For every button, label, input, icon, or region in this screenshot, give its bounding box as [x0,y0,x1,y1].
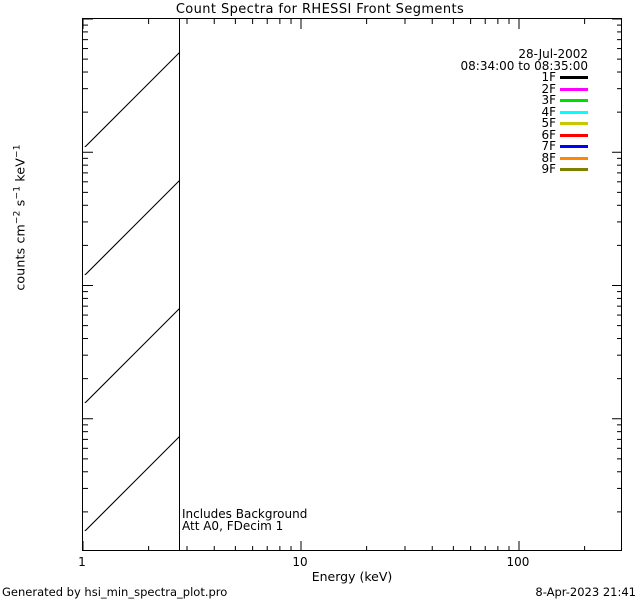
legend-item-5f[interactable]: 5F [461,116,588,130]
legend-item-8f[interactable]: 8F [461,150,588,165]
legend-label-6f: 6F [541,127,556,142]
chart-title: Count Spectra for RHESSI Front Segments [175,2,465,17]
x-tick-label: 1 [78,555,86,569]
legend-label-2f: 2F [541,81,556,96]
legend-swatch-7f [560,145,588,149]
legend-swatch-2f [560,87,588,91]
legend-label-3f: 3F [541,93,556,107]
legend-swatch-8f [560,156,588,160]
legend-label-7f: 7F [541,139,556,153]
legend-item-9f[interactable]: 9F [461,162,588,176]
legend-item-6f[interactable]: 6F [461,127,588,142]
legend-swatch-3f [560,99,588,103]
x-axis-label: Energy (keV) [311,569,393,584]
legend-label-9f: 9F [541,162,556,176]
hatch-region-edge [178,19,180,550]
footer-timestamp: 8-Apr-2023 21:41 [535,585,636,599]
y-axis-label: counts cm−2 s−1 keV−1 [12,144,28,291]
legend-swatch-4f [560,110,588,114]
legend-item-2f[interactable]: 2F [461,81,588,96]
legend: 28-Jul-2002 08:34:00 to 08:35:00 1F 2F 3… [460,47,588,176]
x-tick-label: 100 [506,555,530,569]
axis-ticks [82,18,622,551]
annotation-attenuator: Att A0, FDecim 1 [182,519,284,533]
legend-time-range: 08:34:00 to 08:35:00 [460,58,588,73]
x-tick-label: 10 [292,555,308,569]
legend-swatch-5f [560,122,588,126]
legend-swatch-6f [560,133,588,137]
legend-label-1f: 1F [541,70,556,84]
legend-label-5f: 5F [541,116,556,130]
legend-label-8f: 8F [541,150,556,165]
footer-generator: Generated by hsi_min_spectra_plot.pro [2,585,228,599]
legend-item-1f[interactable]: 1F [461,70,588,84]
legend-item-4f[interactable]: 4F [461,104,588,119]
legend-swatch-9f [560,168,588,172]
legend-label-4f: 4F [541,104,556,119]
annotation-includes-background: Includes Background [182,507,308,521]
hatched-exclusion-region [83,19,179,550]
legend-date: 28-Jul-2002 [518,47,588,61]
plot-area: Includes Background Att A0, FDecim 1 28-… [82,18,622,551]
legend-item-7f[interactable]: 7F [461,139,588,153]
legend-item-3f[interactable]: 3F [461,93,588,107]
legend-swatch-1f [560,76,588,80]
